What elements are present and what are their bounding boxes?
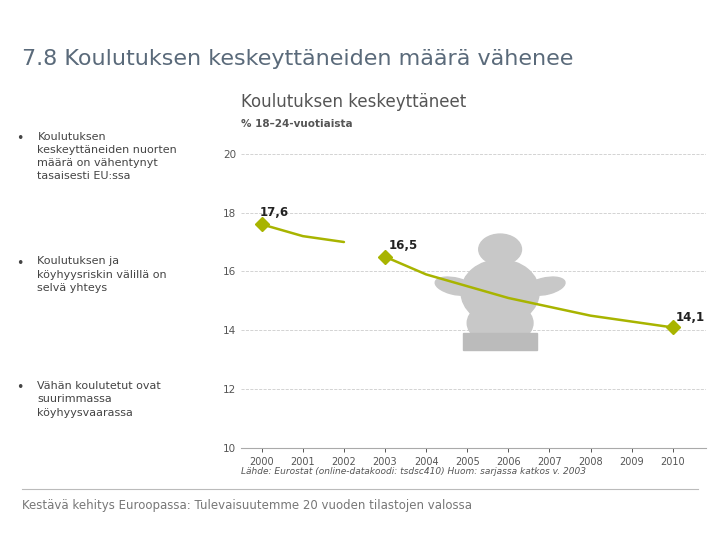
Text: Kestävä kehitys Euroopassa: Tulevaisuutemme 20 vuoden tilastojen valossa: Kestävä kehitys Euroopassa: Tulevaisuute… (22, 500, 472, 512)
Text: Vähän koulutetut ovat
suurimmassa
köyhyysvaarassa: Vähän koulutetut ovat suurimmassa köyhyy… (37, 381, 161, 417)
Text: Lähde: Eurostat (online-datakoodi: tsdsc410) Huom: sarjassa katkos v. 2003: Lähde: Eurostat (online-datakoodi: tsdsc… (241, 467, 586, 476)
Circle shape (479, 234, 521, 265)
Text: •: • (16, 381, 23, 394)
Ellipse shape (461, 260, 539, 325)
Bar (463, 333, 537, 349)
Text: 7.8 Koulutuksen keskeyttäneiden määrä vähenee: 7.8 Koulutuksen keskeyttäneiden määrä vä… (22, 49, 573, 69)
Text: 17,6: 17,6 (260, 206, 289, 219)
Text: •: • (16, 256, 23, 269)
Text: 16,5: 16,5 (388, 239, 418, 252)
Text: Koulutuksen
keskeyttäneiden nuorten
määrä on vähentynyt
tasaisesti EU:ssa: Koulutuksen keskeyttäneiden nuorten määr… (37, 132, 177, 181)
Text: •: • (16, 132, 23, 145)
Ellipse shape (435, 277, 474, 295)
Text: 14,1: 14,1 (676, 312, 705, 325)
Text: % 18–24-vuotiaista: % 18–24-vuotiaista (241, 119, 353, 129)
Text: Koulutuksen ja
köyhyysriskin välillä on
selvä yhteys: Koulutuksen ja köyhyysriskin välillä on … (37, 256, 167, 293)
Ellipse shape (467, 301, 533, 345)
Ellipse shape (526, 277, 565, 295)
Text: Koulutuksen keskeyttäneet: Koulutuksen keskeyttäneet (241, 93, 467, 111)
